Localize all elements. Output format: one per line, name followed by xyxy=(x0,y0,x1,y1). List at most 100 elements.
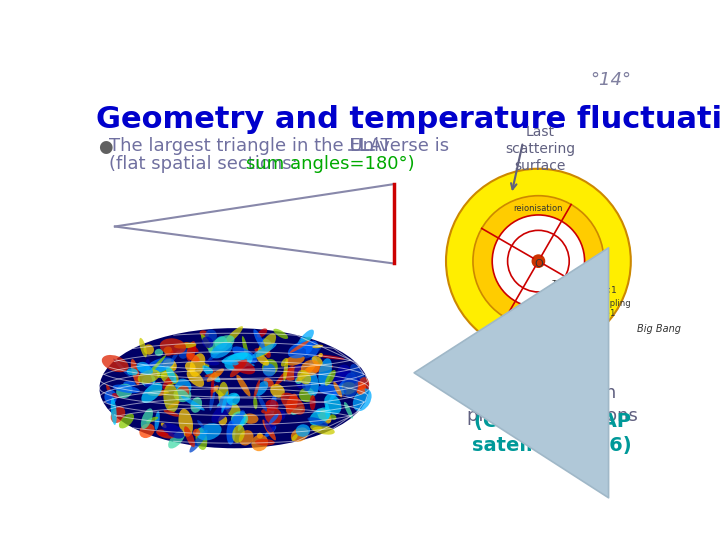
Ellipse shape xyxy=(140,423,155,438)
Ellipse shape xyxy=(158,432,168,436)
Ellipse shape xyxy=(305,346,321,359)
Ellipse shape xyxy=(265,407,282,425)
Ellipse shape xyxy=(208,335,235,354)
Ellipse shape xyxy=(186,341,196,361)
Ellipse shape xyxy=(301,338,307,349)
Ellipse shape xyxy=(318,353,323,357)
Ellipse shape xyxy=(141,408,153,429)
Ellipse shape xyxy=(204,362,210,368)
Ellipse shape xyxy=(161,423,166,428)
Ellipse shape xyxy=(218,415,228,426)
Ellipse shape xyxy=(119,414,134,428)
Text: Last
scattering
surface: Last scattering surface xyxy=(505,125,575,173)
Ellipse shape xyxy=(233,347,257,363)
Ellipse shape xyxy=(197,420,204,428)
Ellipse shape xyxy=(197,423,222,441)
Ellipse shape xyxy=(174,389,189,402)
Ellipse shape xyxy=(285,366,303,381)
Ellipse shape xyxy=(168,401,181,408)
Ellipse shape xyxy=(181,396,204,410)
Ellipse shape xyxy=(239,430,253,446)
Ellipse shape xyxy=(163,359,177,372)
Text: O: O xyxy=(534,259,543,269)
Ellipse shape xyxy=(283,359,288,381)
Ellipse shape xyxy=(225,352,253,370)
Ellipse shape xyxy=(148,390,168,396)
Ellipse shape xyxy=(305,371,319,396)
Ellipse shape xyxy=(163,376,174,389)
Ellipse shape xyxy=(174,342,197,349)
Ellipse shape xyxy=(157,359,174,378)
Ellipse shape xyxy=(179,409,193,437)
Circle shape xyxy=(446,168,631,354)
Ellipse shape xyxy=(236,362,255,366)
Ellipse shape xyxy=(226,403,240,417)
Ellipse shape xyxy=(184,342,199,352)
Ellipse shape xyxy=(155,349,163,356)
Ellipse shape xyxy=(204,360,220,366)
Ellipse shape xyxy=(301,360,320,376)
Text: τ<1: τ<1 xyxy=(552,278,569,287)
Ellipse shape xyxy=(254,348,271,354)
Ellipse shape xyxy=(143,345,154,355)
Ellipse shape xyxy=(265,350,271,358)
Ellipse shape xyxy=(261,339,271,345)
Ellipse shape xyxy=(253,329,265,350)
Ellipse shape xyxy=(281,358,288,367)
Ellipse shape xyxy=(155,411,160,430)
Ellipse shape xyxy=(312,427,323,431)
Ellipse shape xyxy=(264,426,276,437)
Ellipse shape xyxy=(263,363,276,376)
Ellipse shape xyxy=(112,393,120,398)
Ellipse shape xyxy=(242,336,249,360)
Ellipse shape xyxy=(328,380,345,403)
Ellipse shape xyxy=(217,394,238,407)
Ellipse shape xyxy=(268,395,276,420)
Ellipse shape xyxy=(166,393,171,401)
Text: Big Bang: Big Bang xyxy=(637,324,681,334)
Ellipse shape xyxy=(333,382,342,397)
Ellipse shape xyxy=(123,381,135,386)
Ellipse shape xyxy=(285,355,305,366)
Ellipse shape xyxy=(264,411,276,433)
Ellipse shape xyxy=(210,342,233,359)
Ellipse shape xyxy=(277,410,286,420)
Ellipse shape xyxy=(214,388,228,401)
Ellipse shape xyxy=(140,367,153,389)
Ellipse shape xyxy=(325,403,330,419)
Ellipse shape xyxy=(274,329,288,339)
Ellipse shape xyxy=(218,382,229,408)
Ellipse shape xyxy=(230,359,247,377)
Ellipse shape xyxy=(168,430,185,449)
Ellipse shape xyxy=(343,373,358,398)
Ellipse shape xyxy=(257,328,267,338)
Ellipse shape xyxy=(264,378,274,387)
Ellipse shape xyxy=(189,430,207,453)
Ellipse shape xyxy=(202,336,213,348)
Ellipse shape xyxy=(201,334,214,354)
Ellipse shape xyxy=(223,326,243,346)
Ellipse shape xyxy=(139,338,147,357)
Ellipse shape xyxy=(166,366,176,383)
Ellipse shape xyxy=(318,358,332,386)
Ellipse shape xyxy=(138,369,160,383)
Ellipse shape xyxy=(202,365,220,382)
Ellipse shape xyxy=(251,435,268,451)
Ellipse shape xyxy=(317,355,345,360)
Ellipse shape xyxy=(270,384,285,397)
Ellipse shape xyxy=(359,377,369,393)
Ellipse shape xyxy=(204,373,222,377)
Circle shape xyxy=(473,195,604,327)
Ellipse shape xyxy=(102,355,129,372)
Ellipse shape xyxy=(146,357,174,373)
Ellipse shape xyxy=(275,365,294,386)
Ellipse shape xyxy=(163,410,179,417)
Ellipse shape xyxy=(318,384,346,396)
Ellipse shape xyxy=(231,411,248,426)
Ellipse shape xyxy=(281,393,305,415)
Ellipse shape xyxy=(242,414,258,424)
Ellipse shape xyxy=(251,343,276,359)
Ellipse shape xyxy=(338,364,351,377)
Ellipse shape xyxy=(131,359,140,385)
Ellipse shape xyxy=(191,397,202,413)
